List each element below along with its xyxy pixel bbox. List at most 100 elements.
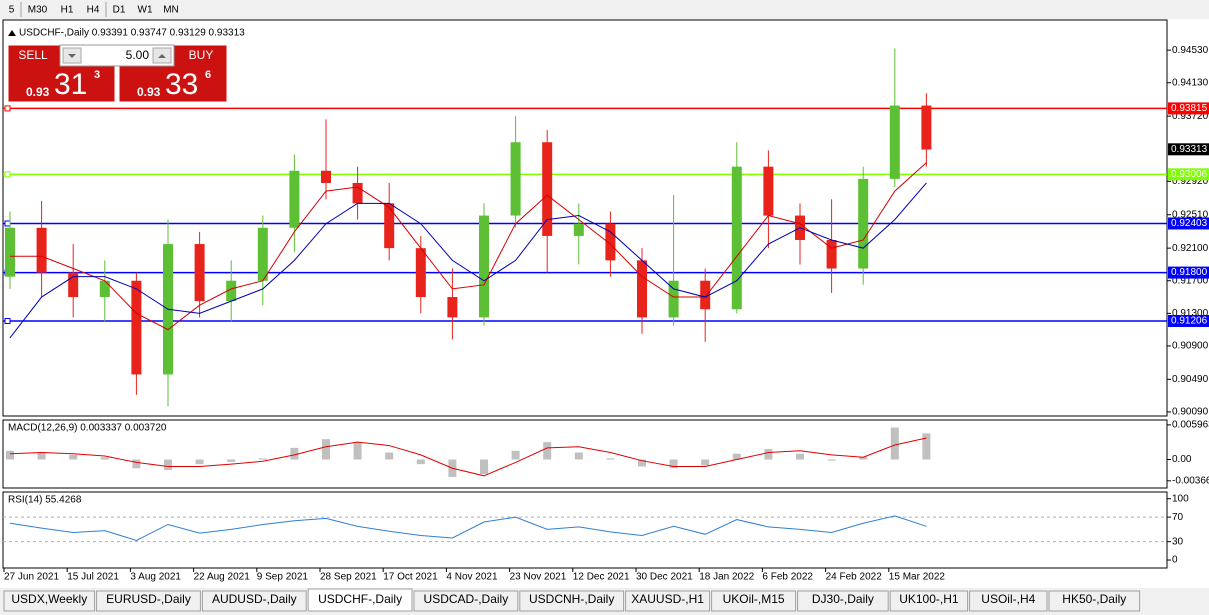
candle-body <box>858 178 869 269</box>
tab-label[interactable]: USDCNH-,Daily <box>529 592 614 606</box>
y-tick-label: 30 <box>1172 536 1184 547</box>
tab-label[interactable]: DJ30-,Daily <box>812 592 874 606</box>
timeframe-button[interactable]: D1 <box>113 5 126 16</box>
candle-body <box>479 215 489 318</box>
candle-body <box>889 105 900 179</box>
y-tick-label: 0.91700 <box>1172 275 1209 286</box>
tab-label[interactable]: EURUSD-,Daily <box>106 592 191 606</box>
macd-bar <box>322 439 330 460</box>
date-label: 9 Sep 2021 <box>257 572 309 583</box>
y-tick-label: 0.92920 <box>1172 176 1209 187</box>
macd-bar <box>480 459 488 475</box>
macd-bar <box>6 450 14 460</box>
candle-body <box>542 142 553 236</box>
candle-body <box>5 227 15 277</box>
tab[interactable] <box>625 590 711 612</box>
macd-bar <box>638 459 646 467</box>
date-label: 22 Aug 2021 <box>194 572 251 583</box>
pane-title: USDCHF-,Daily 0.93391 0.93747 0.93129 0.… <box>19 28 245 39</box>
candle-body <box>384 203 395 249</box>
tab-label[interactable]: USOil-,H4 <box>981 592 1035 606</box>
moving-average <box>9 182 927 339</box>
tab-label[interactable]: HK50-,Daily <box>1062 592 1126 606</box>
date-label: 6 Feb 2022 <box>762 572 813 583</box>
tab[interactable] <box>969 590 1048 612</box>
timeframe-button[interactable]: H1 <box>61 5 74 16</box>
line-label: 0.93815 <box>1171 103 1208 114</box>
timeframe-button[interactable]: H4 <box>87 5 100 16</box>
candle-body <box>763 166 774 216</box>
tab[interactable] <box>307 588 413 612</box>
line-handle <box>4 171 11 178</box>
tab-label[interactable]: UK100-,H1 <box>899 592 959 606</box>
timeframe-button[interactable]: W1 <box>138 5 153 16</box>
candle-body <box>194 244 205 302</box>
tab[interactable] <box>519 590 625 612</box>
macd-bar <box>416 459 425 465</box>
y-tick-label: 100 <box>1172 493 1189 504</box>
tab[interactable] <box>711 590 797 612</box>
timeframe-button[interactable]: 5 <box>9 5 15 16</box>
tab-label[interactable]: UKOil-,M15 <box>723 592 785 606</box>
last-price-label: 0.93313 <box>1171 144 1208 155</box>
candle-body <box>668 280 679 318</box>
macd-bar <box>195 459 204 465</box>
date-label: 27 Jun 2021 <box>4 572 59 583</box>
pane-title: RSI(14) 55.4268 <box>8 495 82 506</box>
timeframe-button[interactable]: M30 <box>28 5 48 16</box>
buy-button[interactable]: BUY <box>189 48 214 62</box>
macd-bar <box>385 452 394 460</box>
tab[interactable] <box>201 590 307 612</box>
macd-bar <box>669 459 678 469</box>
line-handle <box>4 220 11 227</box>
tab-label[interactable]: XAUUSD-,H1 <box>631 592 704 606</box>
tab[interactable] <box>797 590 889 612</box>
date-label: 15 Mar 2022 <box>889 572 946 583</box>
line-label-bg <box>1168 217 1209 230</box>
line-label-bg <box>1168 168 1209 181</box>
date-label: 17 Oct 2021 <box>383 572 438 583</box>
tab[interactable] <box>96 590 201 612</box>
candle-body <box>257 227 268 281</box>
date-label: 23 Nov 2021 <box>510 572 567 583</box>
timeframe-button[interactable]: MN <box>163 5 179 16</box>
tab-label[interactable]: USDCAD-,Daily <box>424 592 509 606</box>
macd-bar <box>796 453 804 460</box>
price-sup: 3 <box>94 69 100 81</box>
y-tick-label: 0 <box>1172 555 1178 566</box>
candle-body <box>415 248 426 298</box>
line-label-bg <box>1168 266 1209 279</box>
tab[interactable] <box>889 590 969 612</box>
macd-bar <box>227 459 236 462</box>
y-tick-label: 0.005963 <box>1172 420 1209 431</box>
macd-bar <box>543 442 552 460</box>
sell-button[interactable]: SELL <box>18 48 48 62</box>
arrow-down <box>68 54 76 58</box>
candle-body <box>131 280 142 375</box>
price-big: 31 <box>54 68 87 101</box>
candle-body <box>447 297 458 318</box>
macd-bar <box>69 454 78 460</box>
candle-body <box>573 223 584 236</box>
y-tick-label: 0.91300 <box>1172 308 1209 319</box>
candle-body <box>826 240 837 269</box>
line-handle <box>4 317 11 324</box>
lot-field[interactable] <box>59 44 175 67</box>
lot-size[interactable]: 5.00 <box>126 48 150 62</box>
y-tick-label: 0.90900 <box>1172 341 1209 352</box>
tab[interactable] <box>3 590 96 612</box>
macd-bar <box>132 459 141 469</box>
tab[interactable] <box>413 590 519 612</box>
y-tick-label: 0.90090 <box>1172 407 1209 418</box>
tab[interactable] <box>1048 590 1141 612</box>
y-tick-label: 0.00 <box>1172 454 1192 465</box>
tab-label[interactable]: AUDUSD-,Daily <box>212 592 297 606</box>
candle-body <box>36 227 47 273</box>
tab-label[interactable]: USDX,Weekly <box>11 592 87 606</box>
line-label-bg <box>1168 314 1209 327</box>
tab-label[interactable]: USDCHF-,Daily <box>318 592 402 606</box>
macd-bar <box>164 459 172 470</box>
date-label: 15 Jul 2021 <box>67 572 119 583</box>
price-sup: 6 <box>205 69 211 81</box>
